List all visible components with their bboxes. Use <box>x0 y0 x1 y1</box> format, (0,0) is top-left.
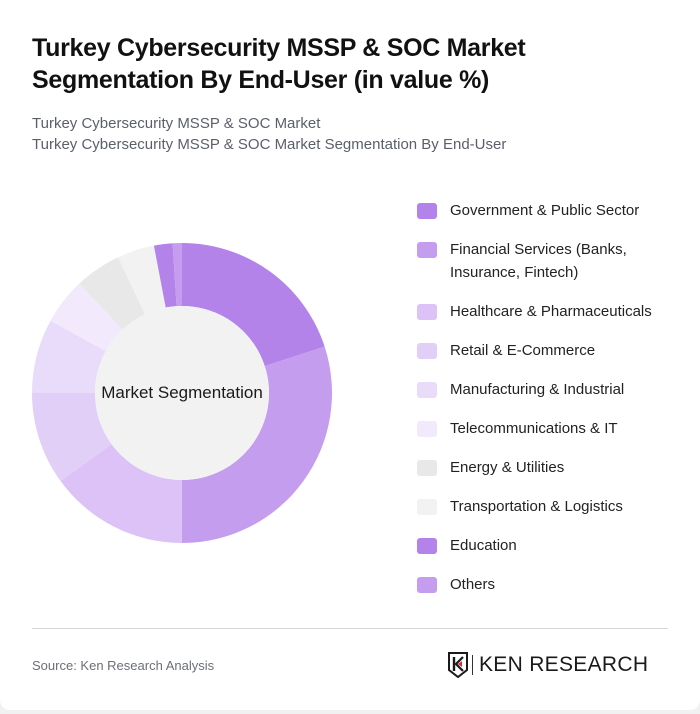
legend-item: Others <box>417 573 677 596</box>
donut-segment <box>182 346 332 543</box>
legend-swatch <box>417 304 437 320</box>
chart-title: Turkey Cybersecurity MSSP & SOC Market S… <box>32 34 526 94</box>
chart-subtitle: Turkey Cybersecurity MSSP & SOC Market T… <box>32 113 592 155</box>
legend-label: Transportation & Logistics <box>450 498 623 515</box>
donut-chart: Market Segmentation <box>20 231 344 555</box>
donut-svg <box>32 243 332 543</box>
legend-swatch <box>417 499 437 515</box>
legend-item: Manufacturing & Industrial <box>417 378 677 401</box>
legend-swatch <box>417 242 437 258</box>
donut-segment <box>50 283 123 352</box>
logo-separator <box>472 655 473 675</box>
legend-swatch <box>417 343 437 359</box>
legend-item: Energy & Utilities <box>417 456 677 479</box>
legend-swatch <box>417 538 437 554</box>
legend-item: Retail & E-Commerce <box>417 339 677 362</box>
ken-shield-icon <box>448 652 468 678</box>
legend-swatch <box>417 421 437 437</box>
legend-label: Manufacturing & Industrial <box>450 381 625 398</box>
donut-segment <box>79 257 145 330</box>
donut-hole <box>95 306 269 480</box>
legend-label: Financial Services (Banks, Insurance, Fi… <box>450 241 627 281</box>
source-note: Source: Ken Research Analysis <box>32 658 215 673</box>
donut-segment <box>60 444 183 543</box>
legend-item: Healthcare & Pharmaceuticals <box>417 300 677 323</box>
donut-segment <box>118 245 166 315</box>
legend-item: Transportation & Logistics <box>417 495 677 518</box>
legend-label: Healthcare & Pharmaceuticals <box>450 303 652 320</box>
subtitle-line-market: Turkey Cybersecurity MSSP & SOC Market <box>32 115 321 132</box>
donut-segment <box>32 393 112 482</box>
chart-legend: Government & Public Sector Financial Serv… <box>417 199 677 612</box>
legend-label: Education <box>450 537 517 554</box>
legend-swatch <box>417 382 437 398</box>
logo-wordmark: KEN RESEARCH <box>479 653 649 676</box>
donut-segment <box>182 243 325 367</box>
legend-swatch <box>417 577 437 593</box>
legend-item: Telecommunications & IT <box>417 417 677 440</box>
legend-item: Financial Services (Banks, Insurance, Fi… <box>417 238 677 284</box>
donut-segment <box>172 243 182 307</box>
legend-label: Retail & E-Commerce <box>450 342 596 359</box>
legend-swatch <box>417 460 437 476</box>
legend-item: Government & Public Sector <box>417 199 677 222</box>
legend-item: Education <box>417 534 677 557</box>
donut-segment <box>32 320 106 393</box>
subtitle-line-segmentation: Turkey Cybersecurity MSSP & SOC Market S… <box>32 136 507 153</box>
ken-research-logo: KEN RESEARCH <box>448 652 648 678</box>
legend-label: Government & Public Sector <box>450 202 640 219</box>
legend-swatch <box>417 203 437 219</box>
footer-divider <box>32 628 668 629</box>
legend-label: Energy & Utilities <box>450 459 565 476</box>
legend-label: Others <box>450 576 496 593</box>
legend-label: Telecommunications & IT <box>450 420 618 437</box>
donut-segment <box>153 243 177 308</box>
